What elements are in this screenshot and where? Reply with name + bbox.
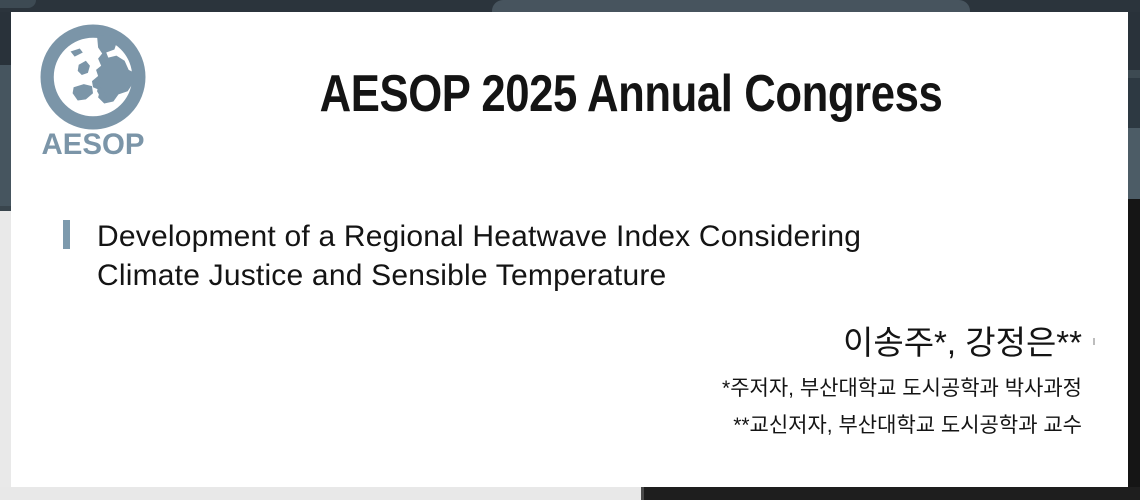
left-rail-gray	[0, 211, 12, 487]
window-corner-notch	[0, 0, 36, 8]
right-rail-black	[1128, 199, 1140, 487]
right-rail-band-light	[1128, 70, 1140, 78]
paper-title-line2: Climate Justice and Sensible Temperature	[97, 259, 667, 292]
aesop-logo: AESOP	[37, 24, 149, 162]
left-rail-blue	[0, 65, 12, 206]
congress-title: AESOP 2025 Annual Congress	[319, 65, 943, 123]
left-rail-divider	[0, 206, 12, 211]
bottom-bar-black	[644, 487, 1140, 500]
paper-title-line1: Development of a Regional Heatwave Index…	[97, 220, 862, 253]
title-accent-bar	[63, 220, 70, 249]
right-rail-dark-1	[1128, 12, 1140, 70]
window-tab-highlight	[492, 0, 970, 12]
aesop-logo-label: AESOP	[41, 128, 145, 161]
paper-title: Development of a Regional Heatwave Index…	[97, 217, 1037, 295]
stray-mark	[1093, 338, 1095, 345]
bottom-bar-gray	[0, 487, 642, 500]
slide: AESOP AESOP 2025 Annual Congress Develop…	[11, 12, 1128, 487]
left-rail-dark	[0, 12, 12, 65]
right-rail-dark-2	[1128, 78, 1140, 128]
affiliation-note-2: **교신저자, 부산대학교 도시공학과 교수	[733, 414, 1082, 437]
authors-line: 이송주*, 강정은**	[842, 324, 1082, 361]
aesop-globe-icon	[40, 24, 146, 130]
affiliation-note-1: *주저자, 부산대학교 도시공학과 박사과정	[722, 377, 1082, 400]
bottom-bar-divider	[641, 487, 644, 500]
right-rail-blue	[1128, 128, 1140, 199]
